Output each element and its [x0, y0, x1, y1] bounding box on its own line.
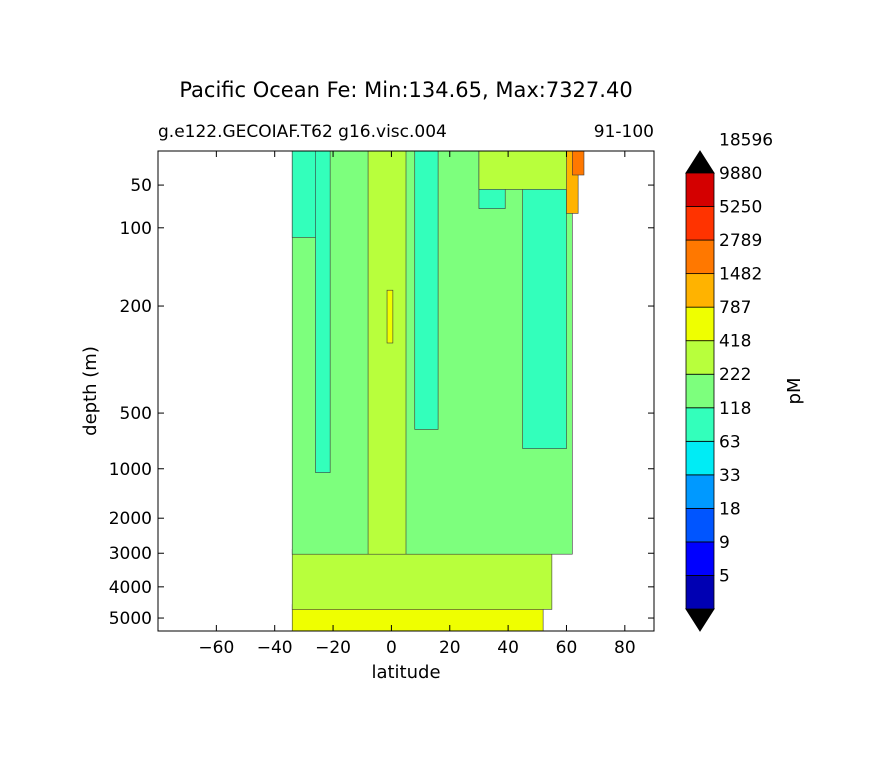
x-tick-label: −60 — [198, 638, 234, 658]
colorbar-tick-label: 5 — [719, 566, 730, 586]
colorbar-segment — [685, 273, 715, 308]
x-tick-label: 20 — [439, 638, 461, 658]
colorbar-segment — [685, 474, 715, 509]
colorbar-tick-label: 63 — [719, 432, 741, 452]
colorbar-segment — [685, 340, 715, 375]
colorbar-segment — [685, 575, 715, 610]
colorbar-segment — [685, 440, 715, 476]
plot-area — [157, 150, 655, 632]
y-tick-label: 500 — [120, 404, 152, 424]
colorbar-segment — [685, 239, 715, 275]
colorbar-tick-label: 222 — [719, 365, 751, 385]
colorbar-label: pM — [784, 378, 805, 405]
x-tick-label: 80 — [614, 638, 636, 658]
colorbar-segment — [685, 206, 715, 241]
x-axis-label: latitude — [371, 662, 440, 683]
chart-subtitle-right: 91-100 — [594, 122, 654, 142]
plot-frame — [157, 150, 655, 632]
colorbar-tick-label: 33 — [719, 466, 741, 486]
colorbar: 5 9 18 33 63 118 222 418 787 1482 2789 5250 9880 1859… — [685, 130, 773, 632]
colorbar-segment — [685, 373, 715, 409]
colorbar-tick-label: 787 — [719, 298, 751, 318]
x-tick-label: 0 — [386, 638, 397, 658]
contour-region-north-column — [414, 150, 439, 430]
x-tick-label: 60 — [556, 638, 578, 658]
y-tick-label: 4000 — [109, 578, 152, 598]
colorbar-tick-label: 18 — [719, 499, 741, 519]
colorbar-segment — [685, 507, 715, 543]
colorbar-tick-label: 9880 — [719, 164, 762, 184]
y-axis: 50 100 200 500 1000 2000 3000 4000 5000 — [109, 176, 654, 629]
contour-region-arctic-edge-2 — [572, 150, 585, 176]
x-tick-label: −40 — [257, 638, 293, 658]
colorbar-tick-label: 2789 — [719, 231, 762, 251]
y-tick-label: 5000 — [109, 609, 152, 629]
colorbar-segment — [685, 306, 715, 342]
chart-title: Pacific Ocean Fe: Min:134.65, Max:7327.4… — [179, 78, 632, 102]
colorbar-segment — [685, 172, 715, 207]
colorbar-tick-label: 418 — [719, 332, 751, 352]
colorbar-tick-label: 118 — [719, 399, 751, 419]
colorbar-segment — [685, 407, 715, 442]
y-tick-label: 2000 — [109, 509, 152, 529]
y-tick-label: 200 — [120, 297, 152, 317]
y-axis-label: depth (m) — [80, 346, 101, 436]
colorbar-extend-max — [685, 150, 715, 174]
colorbar-tick-label: 1482 — [719, 265, 762, 285]
chart-subtitle-left: g.e122.GECOIAF.T62 g16.visc.004 — [158, 122, 447, 142]
contour-region-equator-column — [367, 150, 407, 555]
x-tick-label: 40 — [497, 638, 519, 658]
colorbar-extend-min — [685, 608, 715, 632]
x-axis: −60 −40 −20 0 20 40 60 80 — [198, 151, 636, 658]
colorbar-tick-label: 5250 — [719, 198, 762, 218]
x-tick-label: −20 — [315, 638, 351, 658]
contour-region-deep-band — [291, 549, 553, 610]
contour-region-south-column — [315, 150, 331, 473]
colorbar-tick-label: 9 — [719, 533, 730, 553]
y-tick-label: 1000 — [109, 460, 152, 480]
y-tick-label: 3000 — [109, 544, 152, 564]
contour-region-midlat-north — [522, 179, 567, 449]
y-tick-label: 100 — [120, 219, 152, 239]
contour-region-equator-core — [386, 289, 394, 344]
contour-region-north-surface — [478, 150, 573, 190]
y-tick-label: 50 — [130, 176, 152, 196]
colorbar-tick-label: 18596 — [719, 130, 773, 150]
colorbar-segment — [685, 541, 715, 576]
